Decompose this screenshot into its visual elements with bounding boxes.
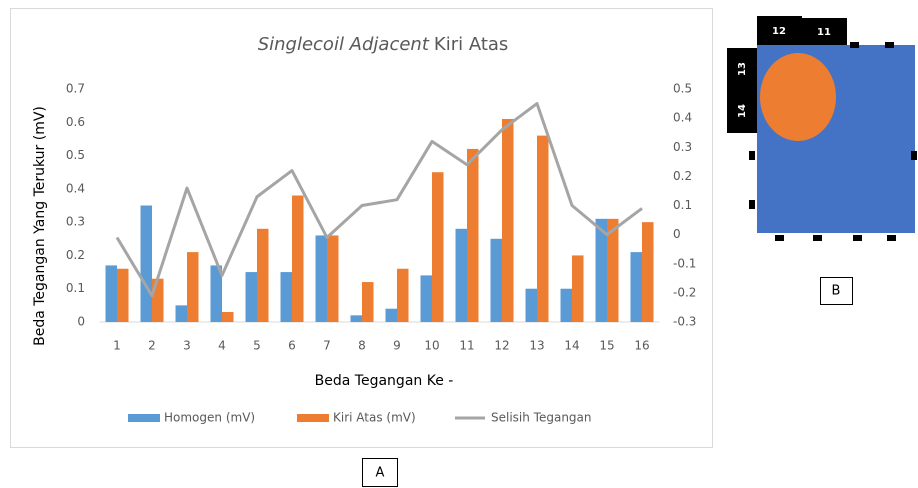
x-tick-label: 11 [459, 339, 474, 353]
legend-swatch [128, 414, 160, 422]
legend-swatch [297, 414, 329, 422]
x-axis-title: Beda Tegangan Ke - [315, 373, 454, 389]
legend-label: Selisih Tegangan [491, 411, 592, 425]
y2-tick-label: 0.1 [673, 198, 692, 212]
x-tick-label: 9 [393, 339, 401, 353]
legend-label: Kiri Atas (mV) [333, 411, 416, 425]
bar [456, 229, 468, 322]
bar [467, 149, 479, 322]
bar [386, 309, 398, 322]
bar [257, 229, 269, 322]
y-tick-label: 0.6 [66, 115, 85, 129]
bar [631, 252, 643, 322]
bar [502, 119, 514, 322]
bar [561, 289, 573, 322]
x-tick-label: 8 [358, 339, 366, 353]
panel-label: A [376, 466, 385, 481]
bar [106, 265, 118, 322]
figure: Singlecoil AdjacentKiri Atas Beda Tegang… [0, 0, 918, 488]
bar [642, 222, 654, 322]
y-tick-label: 0.4 [66, 181, 85, 195]
bar [362, 282, 374, 322]
bar [281, 272, 293, 322]
bar [152, 279, 164, 322]
y2-tick-label: 0.2 [673, 169, 692, 183]
x-tick-label: 10 [424, 339, 439, 353]
x-tick-label: 4 [218, 339, 226, 353]
y2-tick-label: 0.5 [673, 82, 692, 96]
bar [176, 305, 188, 322]
bar [141, 206, 153, 323]
electrode-label: 12 [772, 26, 786, 37]
y-tick-label: 0.1 [66, 281, 85, 295]
bar [327, 235, 339, 322]
y2-tick-label: -0.2 [673, 285, 696, 299]
page: {"chart_data": {"type": "bar_line", "tit… [0, 0, 918, 488]
y-tick-label: 0.5 [66, 148, 85, 162]
bar [246, 272, 258, 322]
y-tick-label: 0.2 [66, 248, 85, 262]
electrode-label: 13 [737, 62, 748, 76]
anomaly [760, 53, 836, 141]
x-tick-label: 7 [323, 339, 331, 353]
x-tick-label: 15 [599, 339, 614, 353]
electrode-label: 11 [817, 27, 831, 38]
bar [421, 275, 433, 322]
bar [491, 239, 503, 322]
y2-tick-label: -0.1 [673, 256, 696, 270]
bar [351, 315, 363, 322]
y-axis-title: Beda Tegangan Yang Terukur (mV) [32, 106, 48, 346]
bar [526, 289, 538, 322]
bar [432, 172, 444, 322]
title-part: Kiri Atas [434, 34, 508, 55]
y-tick-label: 0 [77, 315, 85, 329]
x-tick-label: 3 [183, 339, 191, 353]
legend-label: Homogen (mV) [164, 411, 255, 425]
x-tick-label: 2 [148, 339, 156, 353]
bar [316, 235, 328, 322]
bar [292, 196, 304, 322]
y2-tick-label: 0.3 [673, 140, 692, 154]
bar [117, 269, 129, 322]
y-tick-label: 0.3 [66, 215, 85, 229]
y2-tick-label: -0.3 [673, 315, 696, 329]
y-tick-label: 0.7 [66, 82, 85, 96]
bar [572, 255, 584, 322]
electrode-diagram: 12 11 13 14 [727, 16, 917, 241]
bar [537, 136, 549, 322]
x-tick-label: 13 [529, 339, 544, 353]
y2-tick-label: 0 [673, 227, 681, 241]
y2-tick-label: 0.4 [673, 111, 692, 125]
title-part: Singlecoil Adjacent [258, 34, 430, 55]
x-tick-label: 6 [288, 339, 296, 353]
electrode-label: 14 [737, 104, 748, 118]
panel-label: B [832, 284, 841, 299]
x-tick-label: 1 [113, 339, 121, 353]
x-tick-label: 16 [634, 339, 649, 353]
bar [397, 269, 409, 322]
x-tick-label: 5 [253, 339, 261, 353]
bar [222, 312, 234, 322]
x-tick-label: 12 [494, 339, 509, 353]
x-tick-label: 14 [564, 339, 579, 353]
bar [187, 252, 199, 322]
